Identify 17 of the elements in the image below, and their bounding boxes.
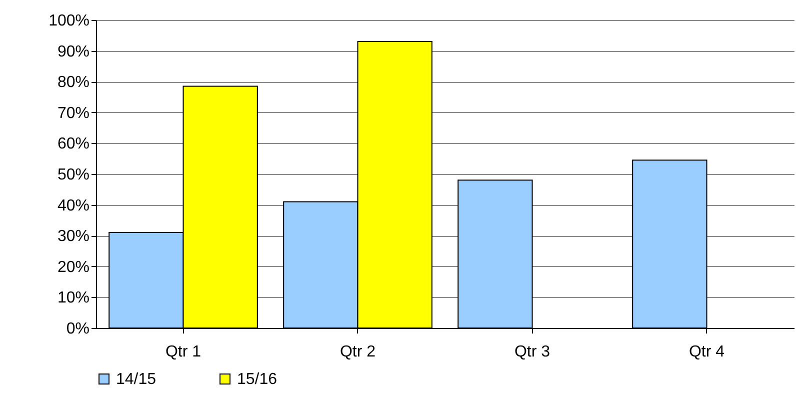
y-tick-label: 10% <box>57 290 90 307</box>
y-tick-label: 30% <box>57 228 90 246</box>
y-tick-label: 90% <box>57 43 90 60</box>
y-tick-label: 0% <box>66 320 90 338</box>
y-tick-label: 70% <box>57 104 90 122</box>
legend-label: 14/15 <box>116 371 156 388</box>
y-tick-label: 60% <box>57 136 90 153</box>
y-tick-label: 40% <box>57 197 90 214</box>
x-tick-label: Qtr 1 <box>165 344 202 360</box>
x-tick-label: Qtr 4 <box>688 344 725 360</box>
legend-label: 15/16 <box>237 371 278 388</box>
y-tick-label: 100% <box>48 12 90 30</box>
y-tick-label: 20% <box>57 258 90 276</box>
x-tick-label: Qtr 2 <box>340 344 376 360</box>
x-tick-label: Qtr 3 <box>514 344 550 360</box>
y-tick-label: 80% <box>57 74 90 92</box>
y-tick-label: 50% <box>57 166 90 184</box>
